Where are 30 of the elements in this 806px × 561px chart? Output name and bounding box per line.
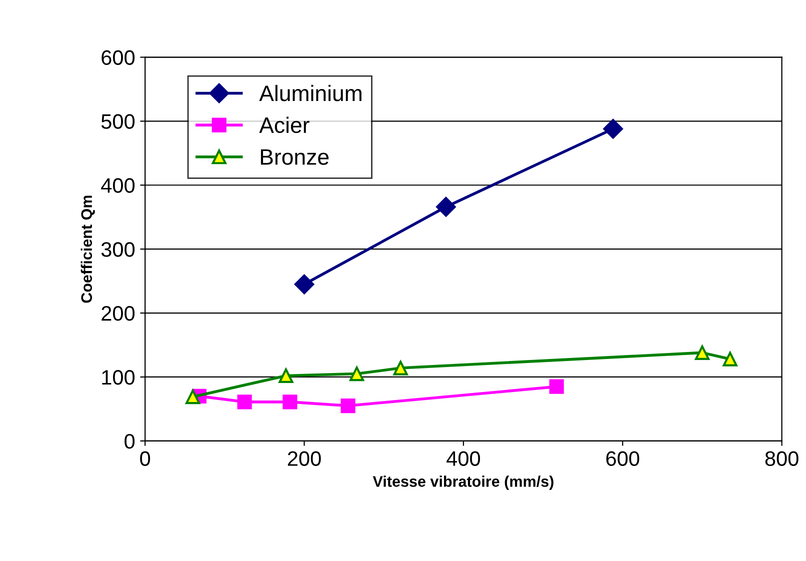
y-tick-label: 200 xyxy=(102,306,135,321)
y-tick-label: 300 xyxy=(101,242,135,257)
y-tick-label: 600 xyxy=(102,50,135,65)
point xyxy=(549,379,564,394)
x-tick-label: 800 xyxy=(765,451,798,466)
legend-label: Acier xyxy=(259,116,310,134)
legend-label: Bronze xyxy=(260,149,329,165)
point xyxy=(694,345,710,360)
x-axis-title: Vitesse vibratoire (mm/s) xyxy=(372,476,554,490)
point xyxy=(278,368,294,384)
legend-label: Aluminium xyxy=(259,84,362,102)
x-tick-label: 400 xyxy=(446,451,480,466)
point xyxy=(282,394,298,410)
y-tick-label: 500 xyxy=(101,114,135,129)
point xyxy=(436,196,456,217)
x-tick-label: 600 xyxy=(606,451,640,466)
y-tick-label: 0 xyxy=(124,434,135,449)
point xyxy=(340,398,356,414)
x-tick-label: 200 xyxy=(288,451,321,466)
y-tick-label: 400 xyxy=(101,178,135,193)
y-axis-title: Coefficient Qm xyxy=(80,196,95,303)
point xyxy=(393,360,408,376)
y-tick-label: 100 xyxy=(102,370,135,385)
point xyxy=(350,366,364,382)
x-tick-label: 0 xyxy=(140,451,150,466)
point xyxy=(186,390,200,404)
point xyxy=(722,352,738,366)
point xyxy=(237,394,252,410)
point xyxy=(603,118,623,139)
point xyxy=(294,274,314,294)
